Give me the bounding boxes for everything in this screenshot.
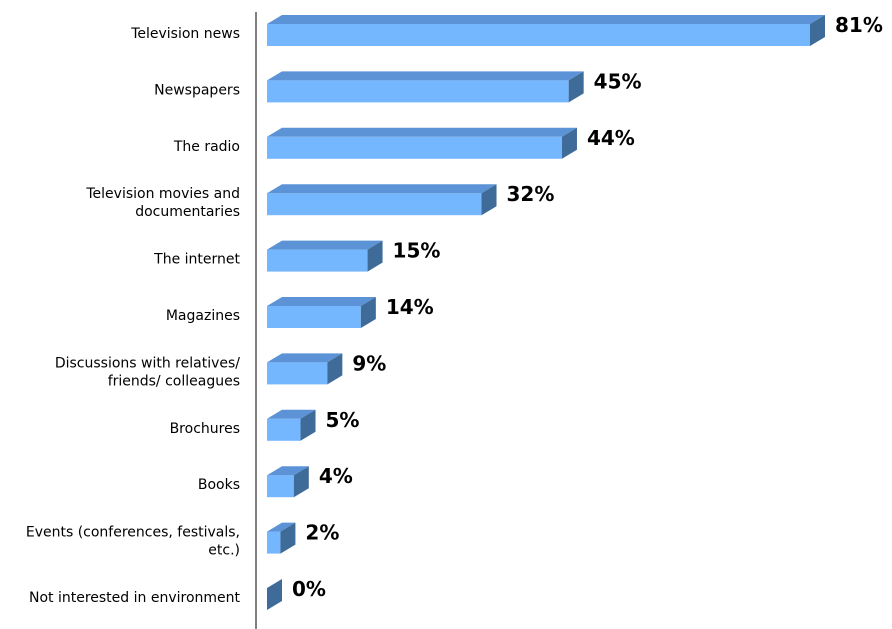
category-label-line: etc.): [208, 543, 240, 559]
category-label-line: documentaries: [135, 204, 240, 220]
bar-group: [267, 522, 296, 554]
bar-side-face: [280, 522, 296, 554]
bar-group: [267, 71, 584, 103]
category-label-line: Discussions with relatives/: [55, 355, 240, 371]
category-label: Newspapers: [154, 82, 240, 98]
bar-group: [267, 409, 316, 441]
data-label: 44%: [587, 126, 635, 150]
bar-group: [267, 240, 383, 272]
bar-top-face: [267, 184, 497, 194]
category-label-line: Newspapers: [154, 82, 240, 98]
bar: [267, 418, 301, 441]
category-label: Magazines: [166, 308, 240, 324]
category-label-line: Television movies and: [85, 186, 240, 202]
data-label: 14%: [386, 295, 434, 319]
bar-group: [267, 466, 309, 498]
category-label: Books: [198, 477, 240, 493]
bar-side-face: [360, 297, 376, 328]
bar: [267, 136, 562, 159]
bar-group: [267, 127, 577, 159]
category-label-line: Television news: [130, 26, 240, 42]
bar-top-face: [267, 353, 343, 363]
bar: [267, 24, 810, 46]
bar-side-face: [300, 409, 316, 441]
bar-top-face: [267, 522, 296, 532]
data-label: 9%: [352, 351, 386, 375]
category-label: Discussions with relatives/friends/ coll…: [55, 355, 240, 389]
bar-side-face: [327, 353, 343, 385]
bar: [267, 362, 328, 385]
bar-group: [267, 579, 282, 610]
bar-side-face: [810, 15, 825, 46]
bar-group: [267, 15, 825, 46]
category-label-line: friends/ colleagues: [108, 373, 240, 389]
category-label: The radio: [173, 139, 240, 155]
bar-group: [267, 184, 497, 216]
category-label-line: The internet: [153, 252, 240, 268]
data-label: 32%: [507, 182, 555, 206]
bar-top-face: [267, 297, 376, 306]
bar-side-face: [267, 579, 282, 610]
bar-top-face: [267, 240, 383, 250]
data-label: 5%: [326, 408, 360, 432]
data-label: 81%: [835, 13, 883, 37]
bar-side-face: [367, 240, 383, 272]
data-label: 2%: [305, 521, 339, 545]
category-label: Television movies and documentaries: [85, 186, 240, 220]
bar: [267, 249, 368, 272]
bar: [267, 531, 281, 554]
bar-group: [267, 353, 343, 385]
category-label-line: Brochures: [170, 421, 240, 437]
data-label: 15%: [393, 239, 441, 263]
category-label: Television news: [130, 26, 240, 42]
bar-top-face: [267, 409, 316, 419]
bar: [267, 193, 482, 216]
bar-side-face: [568, 71, 584, 103]
bar-group: [267, 297, 376, 328]
bar-top-face: [267, 15, 825, 24]
category-label-line: Events (conferences, festivals,: [26, 525, 240, 541]
bar-side-face: [293, 466, 309, 498]
bar-side-face: [481, 184, 497, 216]
data-label: 0%: [292, 577, 326, 601]
category-label-line: The radio: [173, 139, 240, 155]
category-label: Events (conferences, festivals, etc.): [26, 525, 240, 559]
data-label: 45%: [594, 69, 642, 93]
bar: [267, 80, 569, 103]
category-label-line: Books: [198, 477, 240, 493]
category-label-line: Magazines: [166, 308, 240, 324]
data-label: 4%: [319, 464, 353, 488]
bar-top-face: [267, 127, 577, 137]
bar-top-face: [267, 71, 584, 81]
bar: [267, 475, 294, 498]
category-label: The internet: [153, 252, 240, 268]
category-label: Brochures: [170, 421, 240, 437]
bar: [267, 306, 361, 328]
category-label-line: Not interested in environment: [29, 590, 241, 606]
bar-side-face: [561, 127, 577, 159]
bar-top-face: [267, 466, 309, 476]
category-label: Not interested in environment: [29, 590, 241, 606]
